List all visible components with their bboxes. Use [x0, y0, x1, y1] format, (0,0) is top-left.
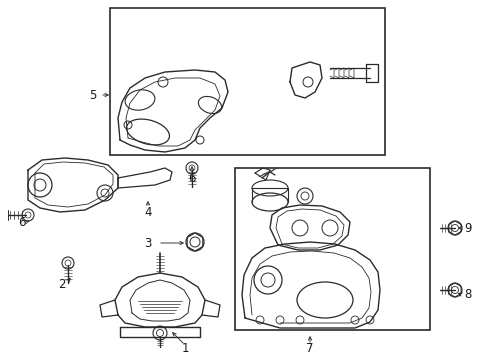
Text: 2: 2 — [58, 279, 65, 292]
Text: 8: 8 — [464, 288, 471, 302]
Text: 6: 6 — [18, 216, 26, 229]
Text: 3: 3 — [144, 237, 151, 249]
Text: 4: 4 — [144, 206, 151, 219]
Bar — [235, 168, 429, 330]
Text: 5: 5 — [89, 89, 97, 102]
Text: 6: 6 — [188, 171, 195, 185]
Text: 1: 1 — [181, 342, 188, 355]
Text: 9: 9 — [463, 221, 471, 234]
Text: 7: 7 — [305, 342, 313, 355]
Bar — [110, 8, 384, 155]
